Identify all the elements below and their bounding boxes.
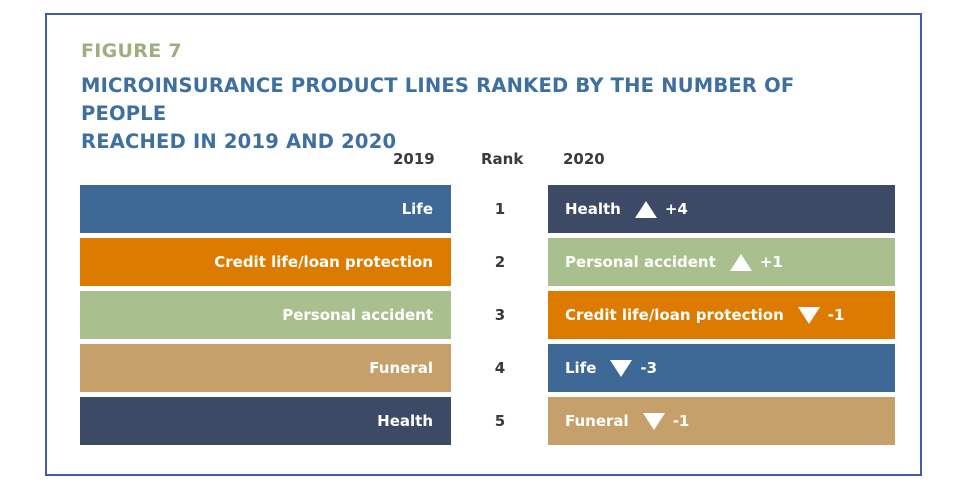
figure-title: MICROINSURANCE PRODUCT LINES RANKED BY T… bbox=[81, 72, 881, 156]
triangle-down-icon bbox=[797, 306, 820, 324]
rank-number: 3 bbox=[494, 306, 506, 324]
bar-2019-label: Personal accident bbox=[282, 306, 433, 324]
triangle-down-icon bbox=[610, 359, 633, 377]
column-header-2020: 2020 bbox=[563, 150, 605, 168]
rank-change: -1 bbox=[672, 412, 690, 430]
bar-2020-rank-2: Personal accident +1 bbox=[548, 238, 895, 286]
bar-2019-rank-5: Health bbox=[80, 397, 451, 445]
bar-2020-label: Credit life/loan protection bbox=[565, 306, 784, 324]
bar-2019-rank-2: Credit life/loan protection bbox=[80, 238, 451, 286]
rank-number: 4 bbox=[494, 359, 506, 377]
figure-title-line-1: MICROINSURANCE PRODUCT LINES RANKED BY T… bbox=[81, 74, 795, 125]
bar-2020-rank-3: Credit life/loan protection -1 bbox=[548, 291, 895, 339]
column-header-2019: 2019 bbox=[393, 150, 435, 168]
rank-change: +1 bbox=[759, 253, 783, 271]
rank-number: 5 bbox=[494, 412, 506, 430]
bar-2020-label: Life bbox=[565, 359, 597, 377]
bar-2019-rank-4: Funeral bbox=[80, 344, 451, 392]
rank-change: -1 bbox=[827, 306, 845, 324]
bar-2019-rank-3: Personal accident bbox=[80, 291, 451, 339]
bar-2020-rank-1: Health +4 bbox=[548, 185, 895, 233]
triangle-up-icon bbox=[634, 200, 657, 218]
bar-2020-label: Health bbox=[565, 200, 621, 218]
column-header-rank: Rank bbox=[481, 150, 524, 168]
bar-2019-label: Health bbox=[377, 412, 433, 430]
bar-2020-rank-5: Funeral -1 bbox=[548, 397, 895, 445]
rank-change: +4 bbox=[664, 200, 688, 218]
bar-2019-label: Funeral bbox=[369, 359, 433, 377]
rank-number: 1 bbox=[494, 200, 506, 218]
rank-number: 2 bbox=[494, 253, 506, 271]
triangle-up-icon bbox=[729, 253, 752, 271]
bar-2020-label: Funeral bbox=[565, 412, 629, 430]
figure-title-line-2: REACHED IN 2019 AND 2020 bbox=[81, 130, 397, 153]
rank-change: -3 bbox=[640, 359, 658, 377]
figure-label: FIGURE 7 bbox=[81, 40, 182, 62]
bar-2019-rank-1: Life bbox=[80, 185, 451, 233]
bar-2019-label: Life bbox=[401, 200, 433, 218]
bar-2020-rank-4: Life -3 bbox=[548, 344, 895, 392]
triangle-down-icon bbox=[642, 412, 665, 430]
bar-2020-label: Personal accident bbox=[565, 253, 716, 271]
bar-2019-label: Credit life/loan protection bbox=[214, 253, 433, 271]
